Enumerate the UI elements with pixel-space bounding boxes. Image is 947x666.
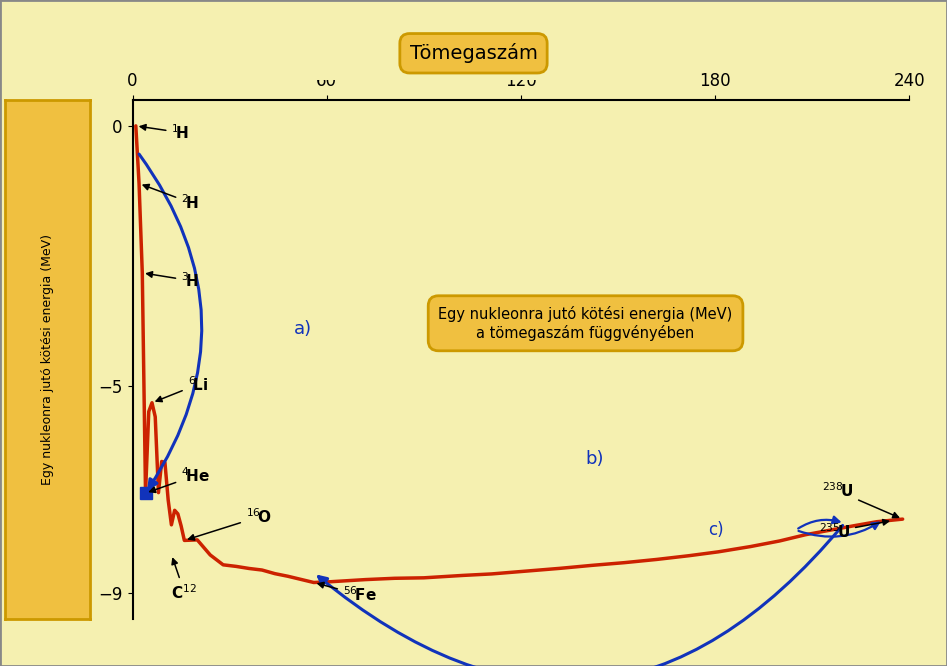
Text: $^{235}\!$U: $^{235}\!$U: [818, 519, 888, 541]
Text: Egy nukleonra jutó kötési energia (MeV): Egy nukleonra jutó kötési energia (MeV): [41, 234, 54, 485]
Text: $^1\!$H: $^1\!$H: [140, 123, 189, 142]
Text: $^{16}\!$O: $^{16}\!$O: [188, 507, 272, 540]
Text: $^4\!$He: $^4\!$He: [150, 466, 210, 492]
Text: $^6\!$Li: $^6\!$Li: [156, 375, 208, 402]
Text: $^{56}\!$Fe: $^{56}\!$Fe: [318, 583, 377, 604]
Text: $^2\!$H: $^2\!$H: [143, 184, 200, 212]
Text: b): b): [585, 450, 604, 468]
Text: $^3\!$H: $^3\!$H: [147, 271, 200, 290]
Text: C$^{12}$: C$^{12}$: [171, 559, 197, 601]
Text: Tömegaszám: Tömegaszám: [409, 43, 538, 63]
Text: Egy nukleonra jutó kötési energia (MeV)
a tömegaszám függvényében: Egy nukleonra jutó kötési energia (MeV) …: [438, 306, 733, 340]
Text: $^{238}\!$U: $^{238}\!$U: [822, 482, 899, 517]
Text: c): c): [708, 521, 724, 539]
Text: a): a): [295, 320, 313, 338]
